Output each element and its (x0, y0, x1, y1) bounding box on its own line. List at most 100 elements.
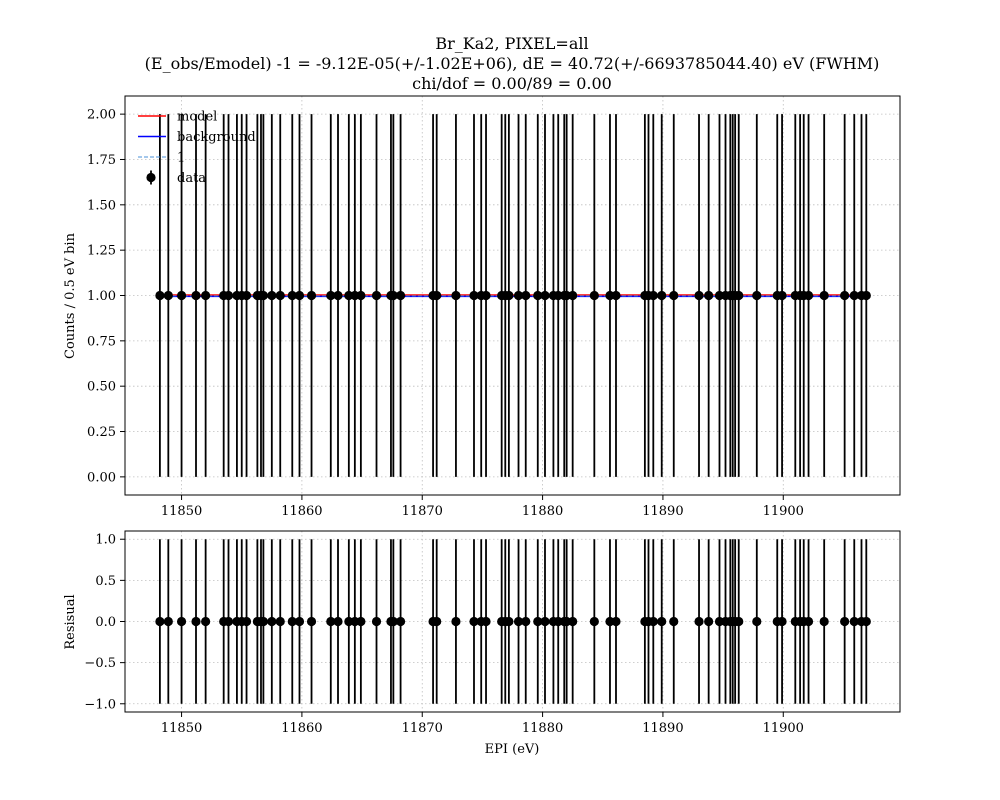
residual-data-point (371, 616, 382, 627)
spectrum-data-point (395, 290, 406, 301)
residual-data-point (521, 616, 531, 627)
legend-label: background (177, 130, 256, 145)
residual-data-point (669, 616, 679, 627)
residual-data-point (533, 616, 543, 627)
spectrum-data-point (849, 290, 859, 301)
spectrum-x-tick-label: 11850 (161, 504, 202, 519)
spectrum-data-point (176, 290, 187, 301)
legend-label: 1 (177, 151, 185, 166)
residual-data-point (306, 616, 317, 627)
spectrum-data-point (611, 290, 621, 301)
spectrum-data-point (267, 290, 277, 301)
residual-data-point (333, 616, 343, 627)
residual-y-tick-label: 0.0 (95, 615, 116, 630)
residual-data-point (840, 616, 850, 627)
residual-x-tick-label: 11870 (402, 721, 443, 736)
spectrum-data-point (326, 290, 336, 301)
spectrum-data-point (540, 290, 550, 301)
spectrum-data-point (752, 290, 762, 301)
residual-data-point (176, 616, 187, 627)
spectrum-data-point (648, 290, 658, 301)
residual-data-point (513, 616, 524, 627)
spectrum-y-tick-label: 1.75 (87, 153, 116, 168)
spectrum-data-point (819, 290, 829, 301)
spectrum-data-point (533, 290, 543, 301)
residual-data-point (611, 616, 621, 627)
residual-data-point (356, 616, 366, 627)
spectrum-x-tick-label: 11870 (402, 504, 443, 519)
spectrum-data-point (287, 290, 297, 301)
spectrum-data-point (223, 290, 234, 301)
residual-data-point (704, 616, 714, 627)
spectrum-y-tick-label: 0.50 (87, 380, 116, 395)
spectrum-data-point (669, 290, 679, 301)
spectrum-data-point (163, 290, 173, 301)
residual-data-point (267, 616, 277, 627)
residual-data-point (481, 616, 491, 627)
spectrum-data-point (861, 290, 871, 301)
residual-y-tick-label: −1.0 (84, 697, 116, 712)
spectrum-data-point (432, 290, 442, 301)
spectrum-x-tick-label: 11900 (763, 504, 804, 519)
spectrum-data-point (657, 290, 667, 301)
spectrum-data-point (275, 290, 285, 301)
spectrum-data-point (306, 290, 317, 301)
residual-data-point (504, 616, 514, 627)
residual-data-point (191, 616, 201, 627)
residual-data-marks (155, 539, 871, 704)
residual-data-point (589, 616, 599, 627)
spectrum-data-point (451, 290, 461, 301)
spectrum-y-tick-label: 0.00 (87, 470, 116, 485)
residual-data-point (388, 616, 398, 627)
residual-x-tick-label: 11890 (642, 721, 683, 736)
residual-data-point (861, 616, 871, 627)
spectrum-y-tick-label: 2.00 (87, 108, 116, 123)
spectrum-data-point (521, 290, 531, 301)
residual-x-tick-label: 11860 (281, 721, 322, 736)
spectrum-panel: 11850 11860 11870 11880 11890 11900 0.000.250… (63, 95, 901, 519)
spectrum-x-ticks: 11850 11860 11870 11880 11890 11900 (161, 495, 804, 519)
residual-data-point (163, 616, 173, 627)
title-line-3: chi/dof = 0.00/89 = 0.00 (412, 74, 612, 93)
spectrum-y-axis-label: Counts / 0.5 eV bin (63, 232, 78, 359)
spectrum-y-tick-label: 0.25 (87, 425, 116, 440)
spectrum-data-point (191, 290, 201, 301)
spectrum-data-point (371, 290, 382, 301)
spectrum-data-point (840, 290, 850, 301)
residual-y-ticks: −1.0 −0.5 0.0 0.5 1.0 (84, 533, 125, 712)
spectrum-data-point (734, 290, 744, 301)
legend: model background 1 data (138, 110, 256, 186)
spectrum-data-point (694, 290, 704, 301)
spectrum-x-tick-label: 11890 (642, 504, 683, 519)
spectrum-y-tick-label: 1.25 (87, 244, 116, 259)
residual-x-tick-label: 11880 (522, 721, 563, 736)
residual-data-point (451, 616, 461, 627)
residual-data-point (201, 616, 211, 627)
residual-data-point (155, 616, 165, 627)
residual-data-point (849, 616, 859, 627)
residual-data-point (734, 616, 744, 627)
residual-data-point (326, 616, 336, 627)
spectrum-data-point (201, 290, 211, 301)
residual-x-tick-label: 11850 (161, 721, 202, 736)
spectrum-data-point (704, 290, 714, 301)
spectrum-x-tick-label: 11860 (281, 504, 322, 519)
residual-data-point (752, 616, 762, 627)
residual-data-point (777, 616, 787, 627)
residual-x-ticks: 11850 11860 11870 11880 11890 11900 (161, 712, 804, 736)
residual-y-tick-label: −0.5 (84, 656, 116, 671)
spectrum-data-point (294, 290, 305, 301)
spectrum-data-point (513, 290, 524, 301)
spectrum-y-tick-label: 0.75 (87, 334, 116, 349)
x-axis-label: EPI (eV) (485, 742, 540, 757)
spectrum-data-marks (155, 114, 871, 477)
residual-data-point (258, 616, 268, 627)
spectrum-data-point (333, 290, 343, 301)
residual-data-point (294, 616, 305, 627)
spectrum-data-point (356, 290, 366, 301)
legend-label: model (177, 110, 217, 125)
residual-data-point (568, 616, 578, 627)
spectrum-data-point (803, 290, 814, 301)
residual-y-axis-label: Resisual (63, 594, 78, 649)
